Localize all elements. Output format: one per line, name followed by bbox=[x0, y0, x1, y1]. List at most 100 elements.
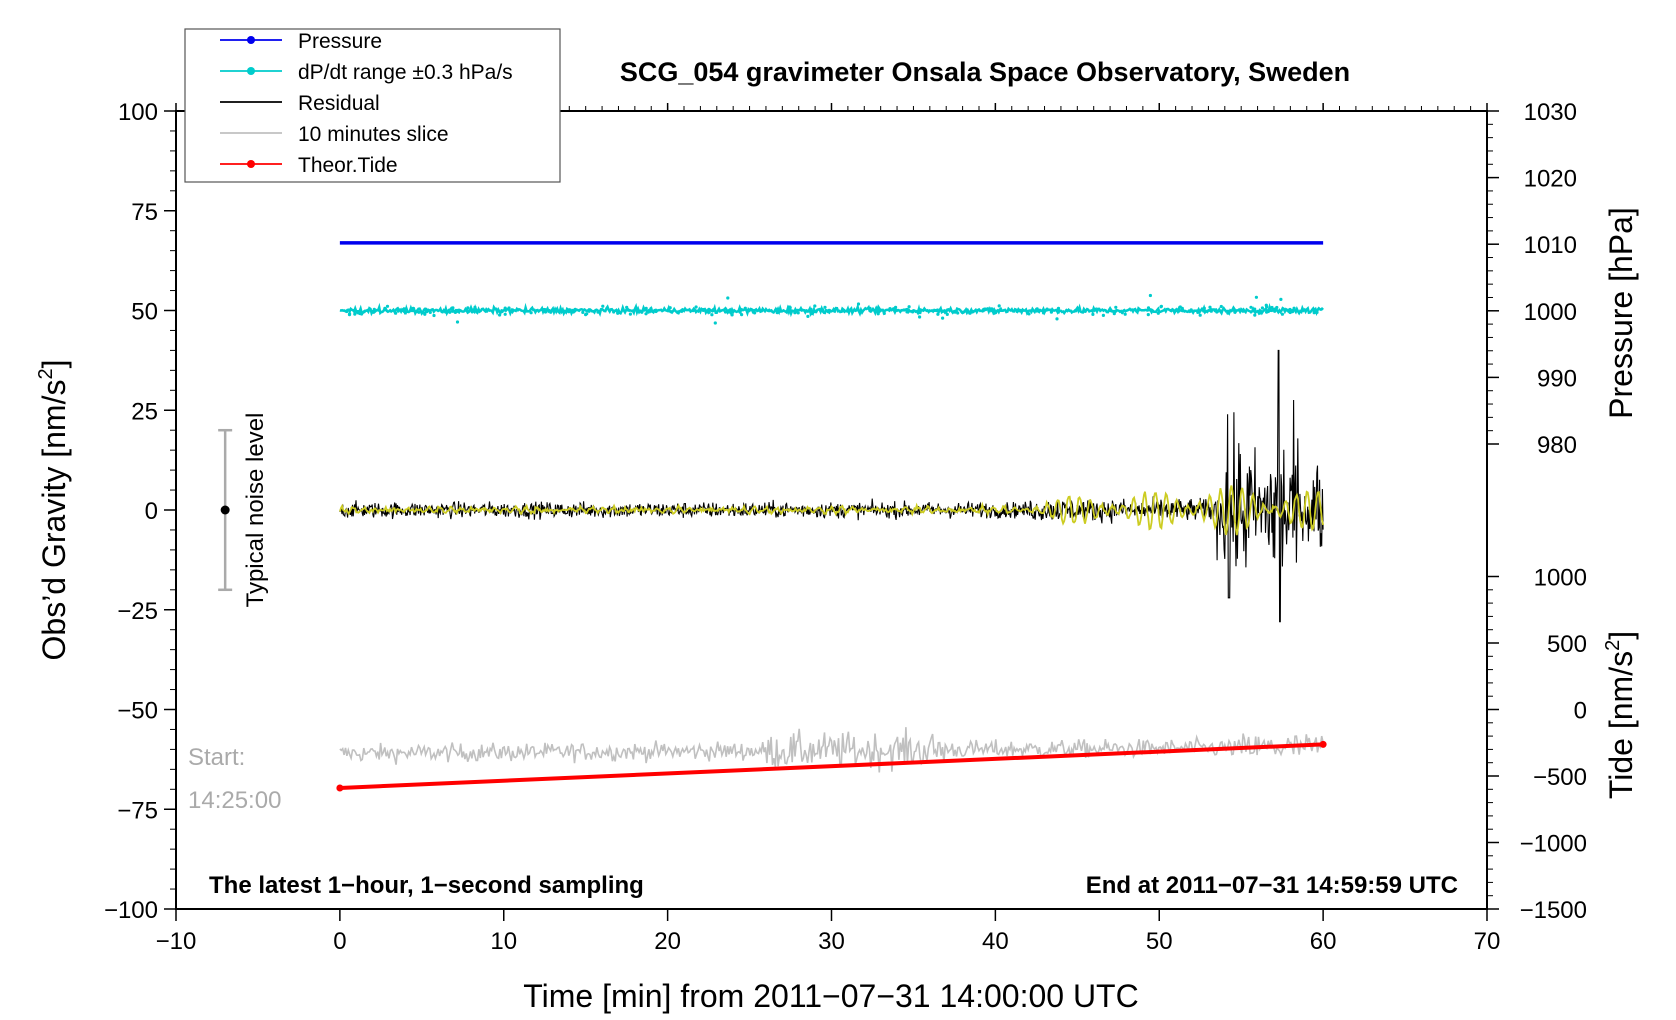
series-dpdt-point bbox=[730, 313, 734, 317]
series-dpdt-point bbox=[1312, 308, 1316, 312]
series-dpdt-point bbox=[649, 307, 653, 311]
series-dpdt-point bbox=[740, 313, 744, 317]
series-tide-line bbox=[339, 742, 1324, 790]
series-dpdt-point bbox=[1283, 309, 1287, 313]
series-dpdt-point bbox=[448, 310, 452, 314]
series-dpdt-point bbox=[543, 310, 548, 314]
series-dpdt-point bbox=[840, 309, 845, 313]
series-dpdt-point bbox=[833, 309, 837, 313]
series-dpdt-point bbox=[1188, 309, 1192, 313]
pressure-axis-ticks: 1030 1020 1010 1000 990 980 bbox=[1487, 99, 1577, 459]
series-slice-line bbox=[339, 727, 1324, 773]
series-dpdt-point bbox=[1219, 304, 1223, 309]
y-axis-label-left-sup: 2 bbox=[35, 368, 57, 379]
series-dpdt-point bbox=[1252, 309, 1256, 313]
tide-axis-label-end: ] bbox=[1603, 631, 1639, 640]
series-dpdt-point bbox=[767, 309, 771, 313]
series-dpdt-point bbox=[823, 305, 827, 309]
series-dpdt-point bbox=[1253, 313, 1257, 317]
series-dpdt-point bbox=[385, 304, 390, 308]
series-dpdt-point bbox=[567, 310, 571, 314]
legend: Pressure dP/dt range ±0.3 hPa/s Residual… bbox=[184, 28, 561, 183]
series-dpdt-point bbox=[882, 311, 886, 315]
series-dpdt-point bbox=[654, 309, 658, 314]
series-dpdt-point bbox=[1045, 307, 1049, 311]
series-dpdt-point bbox=[1146, 306, 1151, 310]
series-dpdt-point bbox=[1156, 311, 1160, 315]
x-tick-label: 60 bbox=[1310, 928, 1337, 955]
tide-tick-label: −500 bbox=[1533, 764, 1587, 791]
series-dpdt-point bbox=[809, 307, 813, 311]
series-dpdt-point bbox=[425, 309, 429, 313]
y-tick-label: 0 bbox=[145, 498, 158, 525]
pressure-tick-label: 1020 bbox=[1524, 166, 1577, 193]
series-dpdt-point bbox=[473, 305, 477, 309]
series-dpdt-point bbox=[529, 311, 533, 315]
series-dpdt-point bbox=[475, 310, 479, 314]
series-dpdt-point bbox=[616, 311, 620, 315]
series-dpdt-point bbox=[1174, 308, 1178, 312]
x-axis-label: Time [min] from 2011−07−31 14:00:00 UTC bbox=[523, 978, 1138, 1014]
y-tick-label: −50 bbox=[117, 698, 158, 725]
x-tick-label: 70 bbox=[1474, 928, 1501, 955]
series-dpdt-point bbox=[625, 305, 629, 309]
pressure-tick-label: 1030 bbox=[1524, 99, 1577, 126]
x-tick-label: 0 bbox=[333, 928, 346, 955]
series-dpdt-point bbox=[967, 310, 971, 314]
series-dpdt-point bbox=[806, 314, 810, 318]
series-dpdt-point bbox=[775, 311, 779, 315]
series-dpdt-point bbox=[868, 306, 872, 310]
legend-label-slice: 10 minutes slice bbox=[298, 123, 449, 146]
series-dpdt-point bbox=[396, 309, 400, 313]
series-dpdt-point bbox=[932, 308, 937, 312]
series-dpdt-point bbox=[1148, 293, 1152, 298]
series-dpdt-point bbox=[1055, 317, 1059, 321]
series-dpdt-point bbox=[902, 308, 906, 312]
series-dpdt-point bbox=[707, 310, 711, 314]
series-dpdt-point bbox=[370, 310, 374, 314]
series-dpdt-point bbox=[423, 311, 427, 315]
series-dpdt-point bbox=[1120, 310, 1124, 315]
legend-marker bbox=[247, 67, 255, 75]
series-dpdt-point bbox=[417, 310, 421, 314]
series-dpdt-point bbox=[1288, 307, 1292, 312]
legend-items bbox=[220, 36, 282, 168]
series-dpdt-point bbox=[641, 308, 645, 312]
series-dpdt-point bbox=[936, 309, 940, 313]
legend-box bbox=[184, 28, 561, 183]
series-dpdt-point bbox=[759, 309, 764, 313]
series-dpdt-point bbox=[466, 306, 470, 310]
series-dpdt-point bbox=[876, 306, 880, 310]
tide-axis-ticks: 1000 500 0 −500 −1000 −1500 bbox=[1487, 565, 1587, 924]
series-dpdt-point bbox=[549, 309, 553, 313]
series-dpdt-point bbox=[669, 310, 674, 314]
series-dpdt-point bbox=[729, 308, 733, 312]
series-dpdt-point bbox=[601, 304, 605, 308]
series-dpdt-point bbox=[644, 306, 648, 310]
series-dpdt-point bbox=[856, 302, 861, 306]
series-dpdt-point bbox=[710, 313, 714, 317]
series-dpdt-point bbox=[348, 312, 352, 316]
series-dpdt-point bbox=[998, 308, 1003, 312]
series-dpdt-point bbox=[1083, 309, 1087, 313]
series-tide-startpoint bbox=[336, 784, 344, 792]
series-dpdt-point bbox=[581, 310, 585, 314]
series-dpdt-point bbox=[626, 308, 631, 312]
series-dpdt-point bbox=[787, 305, 791, 309]
series-dpdt-point bbox=[362, 310, 366, 314]
tide-tick-label: 0 bbox=[1574, 698, 1587, 725]
series-dpdt-point bbox=[1264, 303, 1268, 307]
x-tick-label: 50 bbox=[1146, 928, 1173, 955]
series-dpdt-point bbox=[701, 308, 705, 312]
series-dpdt-point bbox=[1123, 312, 1127, 316]
series-dpdt-point bbox=[905, 307, 909, 312]
series-dpdt-point bbox=[1227, 310, 1231, 314]
series-dpdt-point bbox=[1290, 310, 1295, 314]
legend-label-dpdt: dP/dt range ±0.3 hPa/s bbox=[298, 61, 513, 84]
x-tick-label: 10 bbox=[490, 928, 517, 955]
y-tick-label: 100 bbox=[118, 99, 158, 126]
legend-label-residual: Residual bbox=[298, 92, 380, 115]
series-dpdt-point bbox=[753, 311, 757, 315]
series-dpdt-point bbox=[428, 310, 432, 314]
series-dpdt-point bbox=[918, 315, 922, 319]
